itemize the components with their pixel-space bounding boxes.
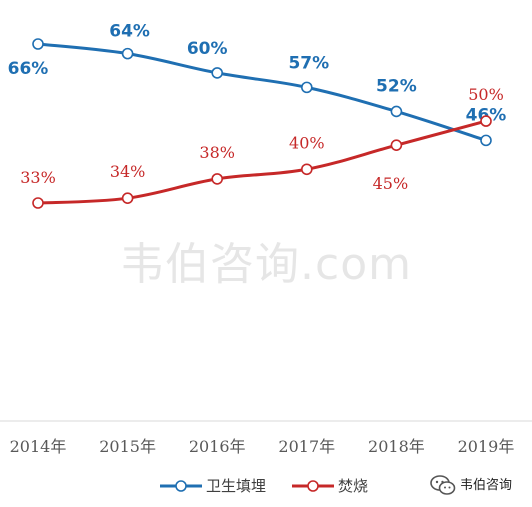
data-label: 38%	[199, 143, 235, 162]
legend: 卫生填埋 焚烧	[0, 474, 532, 498]
data-label: 33%	[20, 168, 56, 187]
brand-badge: 韦伯咨询	[430, 472, 530, 500]
data-label: 60%	[187, 39, 228, 59]
data-label: 52%	[376, 76, 417, 96]
line-chart: 2014年 2015年 2016年 2017年 2018年 2019年 66% 64% 60% 5…	[0, 22, 532, 456]
series-line-0	[36, 42, 488, 142]
data-label: 57%	[288, 53, 329, 73]
data-point	[480, 134, 492, 147]
data-label: 45%	[373, 174, 409, 193]
data-point	[32, 38, 44, 50]
legend-label-landfill: 卫生填埋	[206, 477, 267, 495]
legend-label-incineration: 焚烧	[338, 477, 369, 495]
data-label: 66%	[8, 59, 49, 79]
series-line-1	[36, 119, 488, 205]
x-tick-label: 2016年	[189, 437, 246, 456]
x-tick-label: 2015年	[99, 437, 156, 456]
data-label: 64%	[109, 22, 150, 42]
x-tick-label: 2017年	[278, 437, 335, 456]
data-label: 40%	[289, 133, 325, 152]
x-tick-label: 2018年	[368, 437, 425, 456]
data-label: 34%	[110, 162, 146, 181]
data-point	[390, 105, 403, 118]
data-point	[121, 192, 134, 204]
brand-name: 韦伯咨询	[460, 478, 513, 493]
data-point	[300, 163, 313, 176]
legend-marker-landfill	[160, 480, 202, 492]
data-point	[390, 139, 403, 151]
data-point	[300, 81, 313, 94]
watermark: 韦伯咨询.com	[120, 239, 412, 290]
data-point	[32, 197, 44, 209]
data-point	[480, 115, 492, 127]
data-point	[211, 173, 223, 185]
data-point	[211, 67, 223, 79]
legend-marker-incineration	[292, 480, 334, 492]
wechat-icon	[430, 475, 456, 495]
data-label: 50%	[468, 85, 504, 104]
data-point	[121, 47, 134, 60]
x-tick-label: 2019年	[458, 437, 515, 456]
x-tick-label: 2014年	[10, 437, 67, 456]
